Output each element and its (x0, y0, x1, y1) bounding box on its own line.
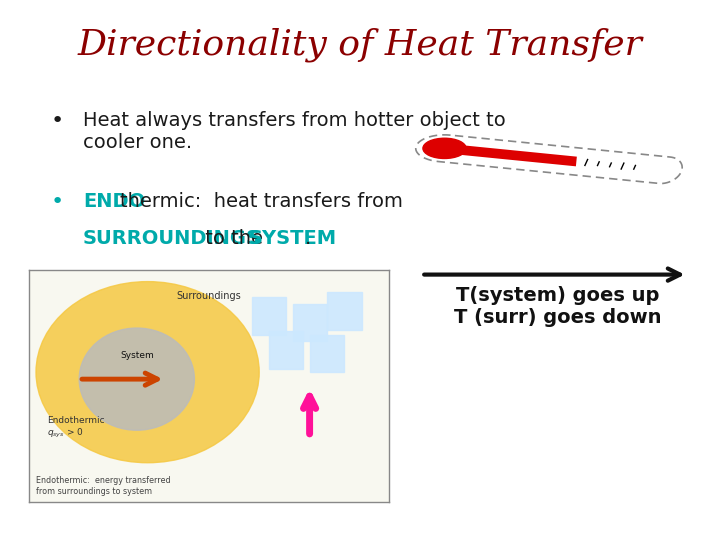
Text: .: . (305, 230, 311, 248)
Ellipse shape (79, 328, 194, 430)
Ellipse shape (36, 282, 259, 463)
Text: T(system) goes up
T (surr) goes down: T(system) goes up T (surr) goes down (454, 286, 662, 327)
Text: Endothermic
$q_{sys}$ > 0: Endothermic $q_{sys}$ > 0 (47, 416, 104, 440)
Text: ENDO: ENDO (83, 192, 145, 211)
Text: •: • (50, 111, 63, 131)
Bar (293, 304, 328, 341)
Text: Directionality of Heat Transfer: Directionality of Heat Transfer (78, 27, 642, 62)
Bar (310, 335, 344, 372)
Bar (328, 292, 361, 329)
Bar (269, 331, 302, 369)
Text: •: • (50, 192, 63, 212)
Text: SYSTEM: SYSTEM (248, 230, 336, 248)
Text: Heat always transfers from hotter object to
cooler one.: Heat always transfers from hotter object… (83, 111, 505, 152)
Text: SURROUNDINGS: SURROUNDINGS (83, 230, 261, 248)
Text: System: System (120, 352, 153, 360)
Circle shape (423, 138, 466, 158)
Bar (252, 297, 287, 335)
Text: Surroundings: Surroundings (176, 291, 241, 301)
Text: to the: to the (199, 230, 270, 248)
Text: Endothermic:  energy transferred
from surroundings to system: Endothermic: energy transferred from sur… (36, 476, 171, 496)
Text: thermic:  heat transfers from: thermic: heat transfers from (120, 192, 403, 211)
